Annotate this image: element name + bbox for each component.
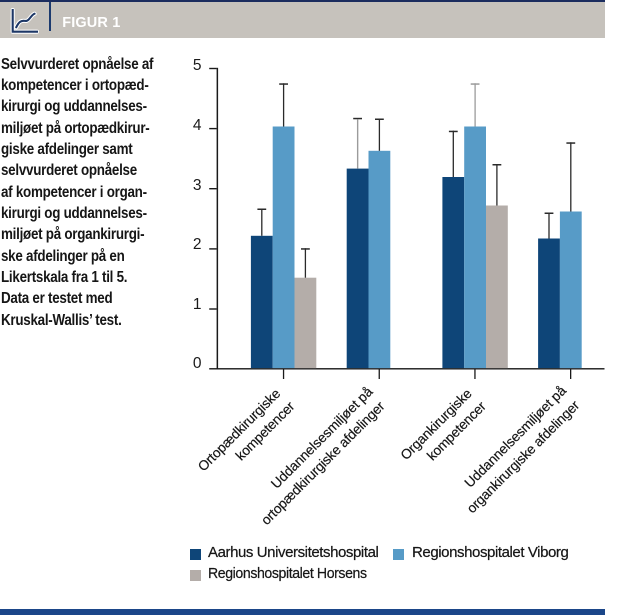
svg-text:Uddannelsesmiljøet på: Uddannelsesmiljøet på: [268, 384, 376, 492]
